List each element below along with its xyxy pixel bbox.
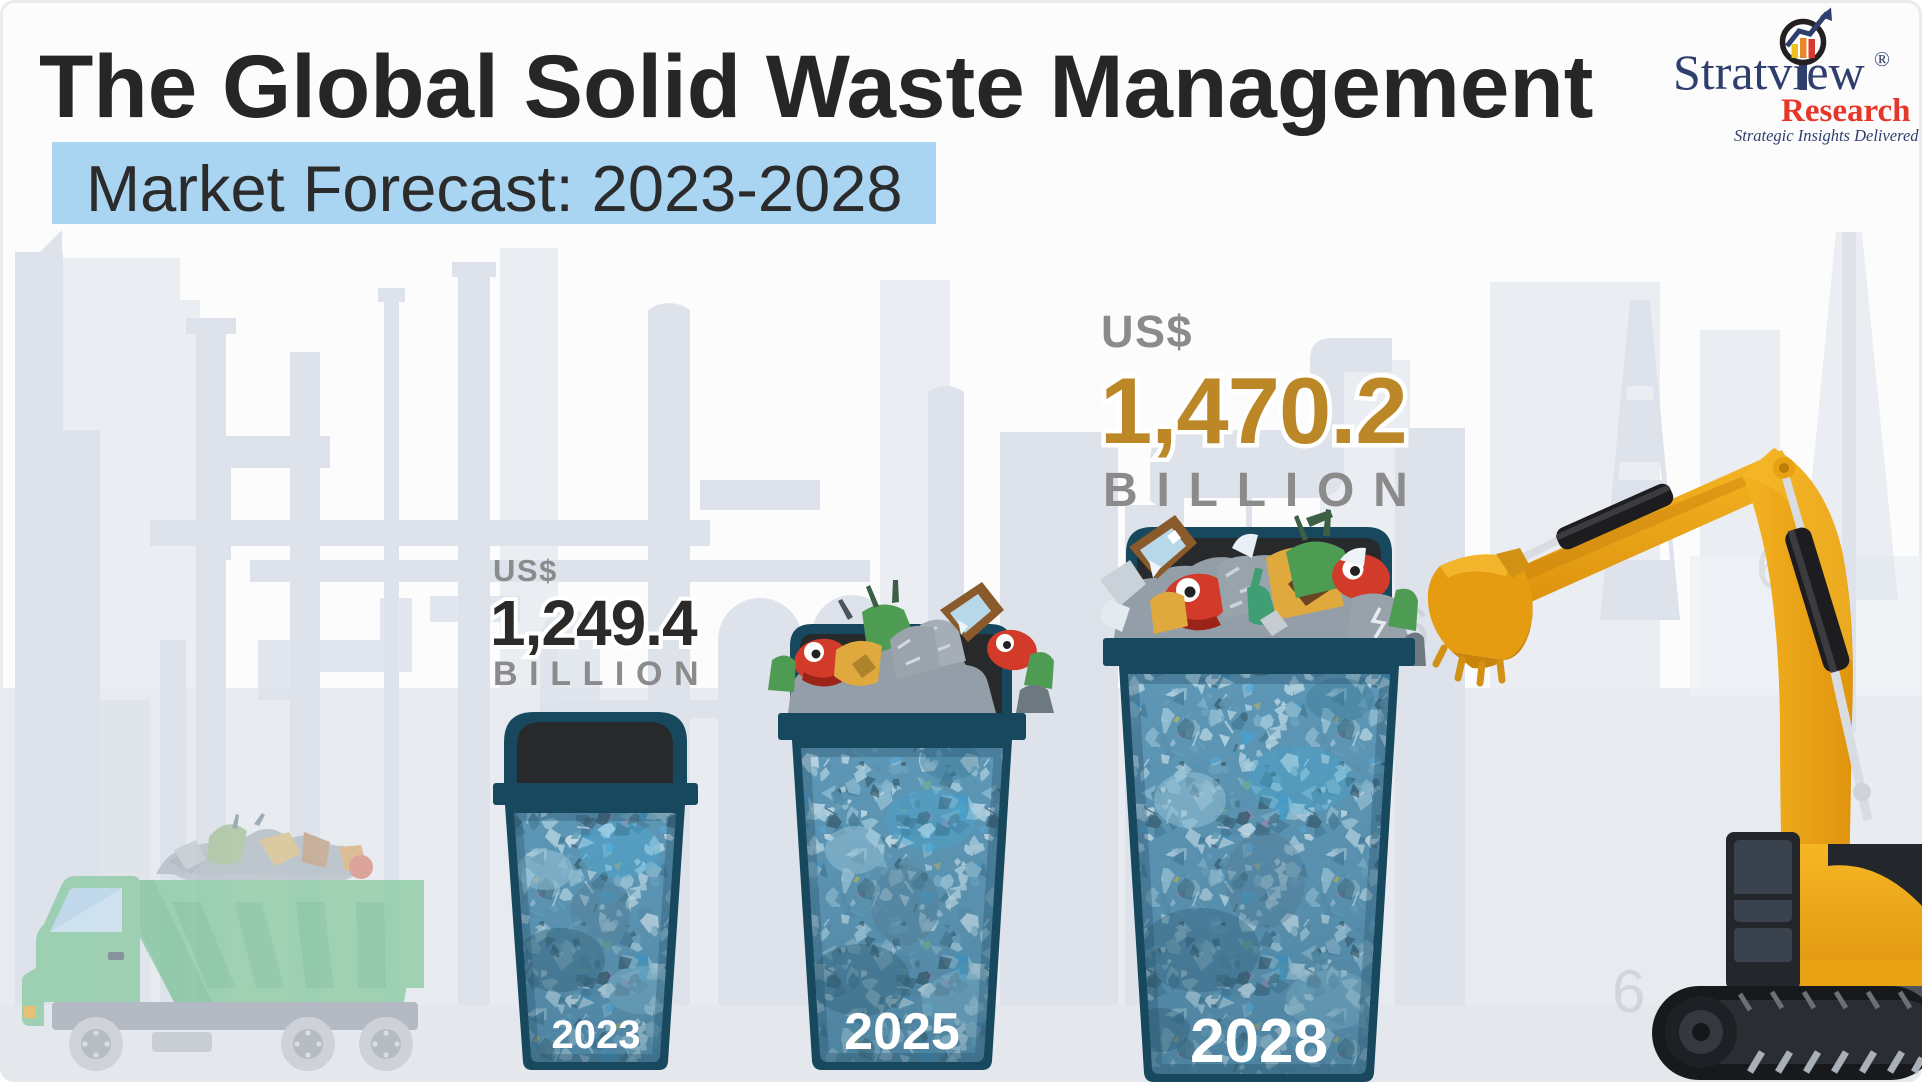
svg-text:Stratview: Stratview [1673,44,1865,100]
svg-text:2025: 2025 [844,1003,960,1061]
svg-text:Research: Research [1781,93,1911,129]
svg-text:®: ® [1874,47,1890,71]
svg-text:2023: 2023 [552,1013,641,1057]
svg-text:Strategic Insights Delivered: Strategic Insights Delivered [1734,126,1919,145]
svg-text:2028: 2028 [1190,1007,1328,1076]
svg-text:6: 6 [1612,958,1645,1025]
